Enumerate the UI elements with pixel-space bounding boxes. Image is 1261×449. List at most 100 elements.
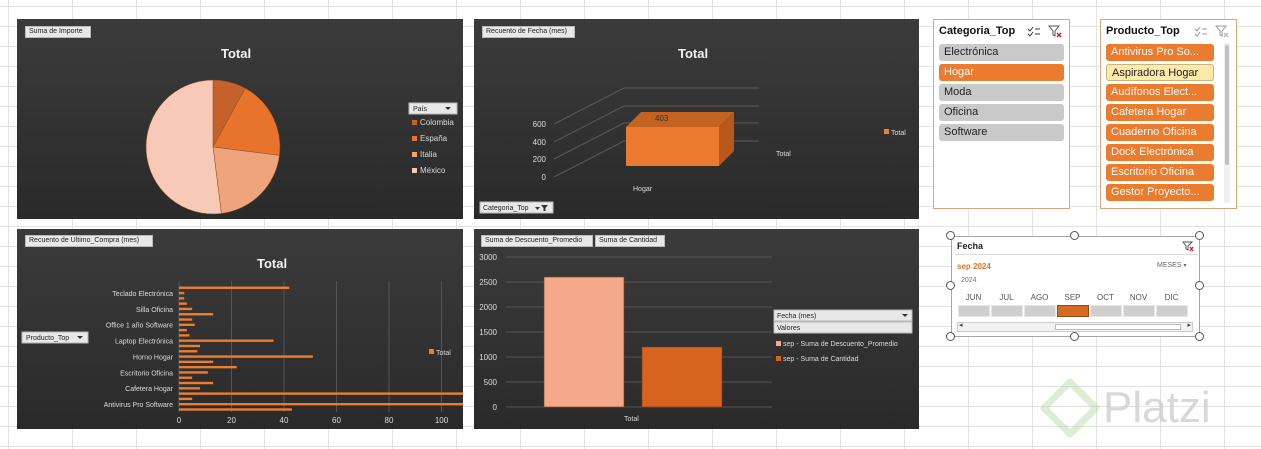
hbar-chart-panel[interactable]: Recuento de Ultimo_Compra (mes) Total An… bbox=[17, 229, 463, 429]
bar3d-ytick-label: 0 bbox=[542, 173, 547, 182]
hbar-bar[interactable] bbox=[179, 392, 463, 395]
hbar-bar[interactable] bbox=[179, 318, 193, 321]
timeline-month-bar[interactable] bbox=[1123, 305, 1155, 317]
scroll-right-icon[interactable]: ▸ bbox=[1187, 322, 1191, 329]
slicer-item[interactable]: Antivirus Pro So... bbox=[1106, 44, 1214, 61]
slicer-item[interactable]: Escritorio Oficina bbox=[1106, 164, 1214, 181]
resize-handle-w[interactable] bbox=[946, 281, 955, 290]
slicer-item[interactable]: Software bbox=[939, 124, 1064, 141]
hbar-bar[interactable] bbox=[179, 297, 185, 300]
hbar-bar[interactable] bbox=[179, 403, 463, 406]
bar3d-chart-panel[interactable]: Recuento de Fecha (mes) Total 0 200 400 600… bbox=[474, 19, 919, 219]
hbar-filter-label: Producto_Top bbox=[26, 335, 69, 342]
timeline-month-bar[interactable] bbox=[1156, 305, 1188, 317]
slicer-item[interactable]: Moda bbox=[939, 84, 1064, 101]
hbar-bar[interactable] bbox=[179, 350, 198, 353]
timeline-scrollbar[interactable]: ◂ ▸ bbox=[957, 322, 1193, 332]
resize-handle-n[interactable] bbox=[1070, 231, 1079, 240]
slicer-producto[interactable]: Producto_Top Antivirus Pro So... Aspirado… bbox=[1100, 19, 1237, 209]
hbar-bar[interactable] bbox=[179, 344, 200, 348]
vbar-bar[interactable] bbox=[641, 346, 723, 408]
slicer-item[interactable]: Aspiradora Hogar bbox=[1106, 64, 1214, 81]
resize-handle-s[interactable] bbox=[1070, 332, 1079, 341]
vbar-field-button-1[interactable]: Suma de Descuento_Promedio bbox=[481, 235, 593, 247]
slicer-item[interactable]: Hogar bbox=[939, 64, 1064, 81]
bar3d-filter-button[interactable] bbox=[479, 201, 554, 214]
slicer-producto-scrollbar[interactable] bbox=[1224, 43, 1230, 203]
slicer-categoria[interactable]: Categoria_Top Electrónica Hogar Moda Oficin… bbox=[933, 19, 1070, 209]
scrollbar-thumb[interactable] bbox=[1225, 45, 1229, 165]
vbar-legend-dropdown[interactable] bbox=[773, 309, 913, 322]
timeline-month-bar[interactable] bbox=[1090, 305, 1122, 317]
hbar-category-label: Cafetera Hogar bbox=[125, 386, 174, 393]
bar3d-category-label: Hogar bbox=[633, 186, 653, 193]
slicer-item[interactable]: Cuaderno Oficina bbox=[1106, 124, 1214, 141]
pie-chart-panel[interactable]: Suma de Importe Total País Colombia Españ… bbox=[17, 19, 463, 219]
clear-filter-icon[interactable] bbox=[1182, 241, 1194, 252]
hbar-bar[interactable] bbox=[179, 381, 214, 385]
vbar-chart-panel[interactable]: Suma de Descuento_Promedio Suma de Canti… bbox=[474, 229, 919, 429]
bar3d-field-button[interactable]: Recuento de Fecha (mes) bbox=[482, 26, 575, 38]
slicer-item[interactable]: Electrónica bbox=[939, 44, 1064, 61]
bar3d-ytick-label: 600 bbox=[533, 120, 547, 129]
hbar-bar[interactable] bbox=[179, 355, 313, 358]
slicer-item[interactable]: Oficina bbox=[939, 104, 1064, 121]
hbar-bar[interactable] bbox=[179, 313, 214, 316]
bar3d-bar[interactable] bbox=[626, 112, 734, 166]
hbar-bar[interactable] bbox=[179, 408, 292, 411]
hbar-bar[interactable] bbox=[179, 397, 193, 401]
pie-slice-4[interactable] bbox=[145, 79, 222, 215]
hbar-category-label: Teclado Electrónica bbox=[112, 291, 173, 298]
hbar-bar[interactable] bbox=[179, 387, 200, 390]
slicer-item[interactable]: Dock Electrónica bbox=[1106, 144, 1214, 161]
hbar-bar[interactable] bbox=[179, 360, 214, 364]
pie-slice-2[interactable] bbox=[212, 87, 281, 156]
vbar-field-button-2[interactable]: Suma de Cantidad bbox=[595, 235, 665, 247]
hbar-bar[interactable] bbox=[179, 307, 193, 311]
hbar-bar[interactable] bbox=[179, 339, 274, 342]
hbar-bar[interactable] bbox=[179, 376, 193, 379]
timeline-month-bar[interactable] bbox=[991, 305, 1023, 317]
clear-filter-icon[interactable] bbox=[1048, 25, 1062, 38]
pie-legend-marker bbox=[412, 120, 417, 125]
slicer-item[interactable]: Gestor Proyecto... bbox=[1106, 184, 1214, 201]
timeline-month-bar[interactable] bbox=[958, 305, 990, 317]
vbar-values-button[interactable] bbox=[773, 321, 913, 334]
vbar-ytick-label: 500 bbox=[484, 378, 498, 387]
hbar-bar[interactable] bbox=[179, 286, 290, 289]
timeline-top-divider bbox=[955, 254, 1197, 255]
hbar-bar[interactable] bbox=[179, 323, 195, 327]
resize-handle-ne[interactable] bbox=[1195, 231, 1204, 240]
pie-legend-dropdown[interactable] bbox=[408, 102, 458, 115]
scroll-left-icon[interactable]: ◂ bbox=[959, 322, 963, 329]
hbar-bar[interactable] bbox=[179, 334, 190, 337]
hbar-bar[interactable] bbox=[179, 365, 237, 369]
multi-select-icon[interactable] bbox=[1194, 26, 1208, 38]
resize-handle-nw[interactable] bbox=[946, 231, 955, 240]
clear-filter-icon[interactable] bbox=[1215, 25, 1229, 38]
hbar-bar[interactable] bbox=[179, 328, 187, 332]
multi-select-icon[interactable] bbox=[1027, 26, 1041, 38]
pie-field-button[interactable]: Suma de Importe bbox=[25, 26, 91, 38]
hbar-bar[interactable] bbox=[179, 302, 187, 305]
pie-chart-title: Total bbox=[221, 46, 252, 61]
slicer-item[interactable]: Audífonos Elect... bbox=[1106, 84, 1214, 101]
slicer-item[interactable]: Cafetera Hogar bbox=[1106, 104, 1214, 121]
resize-handle-sw[interactable] bbox=[946, 332, 955, 341]
pie-legend-marker bbox=[412, 168, 417, 173]
timeline-fecha[interactable]: Fecha sep 2024 MESES ▾ 2024 JUN JUL AGO SEP… bbox=[951, 236, 1200, 337]
resize-handle-se[interactable] bbox=[1195, 332, 1204, 341]
hbar-field-button[interactable]: Recuento de Ultimo_Compra (mes) bbox=[25, 235, 153, 247]
hbar-category-label: Horno Hogar bbox=[133, 354, 174, 361]
timeline-month-bar[interactable] bbox=[1024, 305, 1056, 317]
pie-slice-3[interactable] bbox=[212, 146, 280, 214]
scrollbar-thumb[interactable] bbox=[1055, 324, 1181, 330]
timeline-month-bar[interactable] bbox=[1057, 305, 1089, 317]
hbar-filter-button[interactable] bbox=[21, 331, 89, 344]
hbar-bar[interactable] bbox=[179, 291, 185, 295]
vbar-bar[interactable] bbox=[543, 276, 625, 408]
resize-handle-e[interactable] bbox=[1195, 281, 1204, 290]
chevron-down-icon bbox=[902, 314, 908, 317]
timeline-unit-dropdown[interactable]: MESES ▾ bbox=[1157, 262, 1186, 269]
hbar-bar[interactable] bbox=[179, 371, 208, 374]
